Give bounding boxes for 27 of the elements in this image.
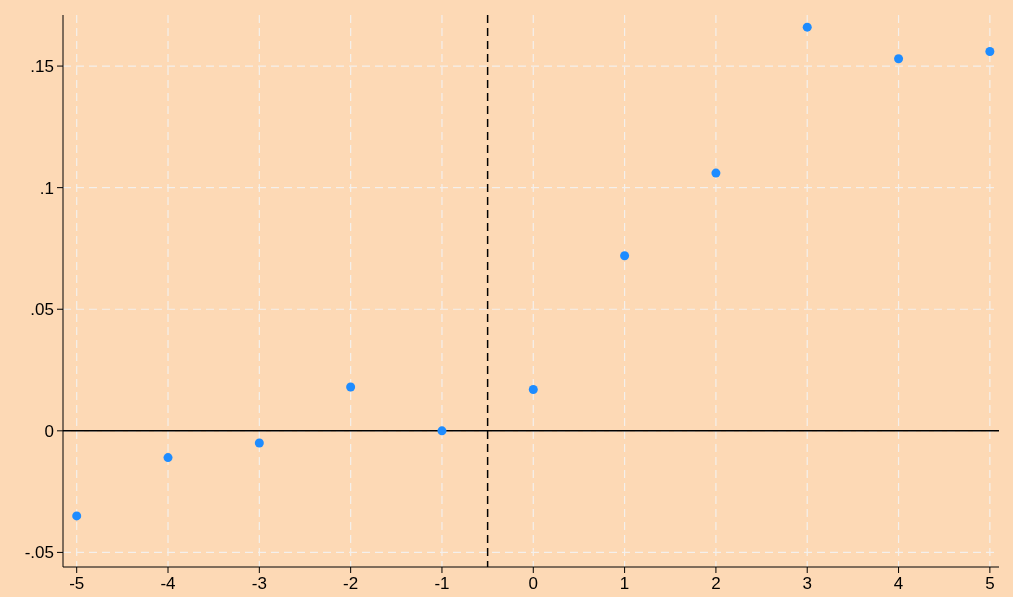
x-tick-label: -3 bbox=[251, 574, 267, 593]
point bbox=[163, 453, 173, 463]
point bbox=[985, 46, 995, 56]
x-tick-label: -4 bbox=[160, 574, 176, 593]
y-tick-label: -.05 bbox=[24, 543, 54, 563]
point bbox=[620, 251, 630, 261]
y-tick-label: .1 bbox=[39, 178, 54, 198]
x-tick-label: 5 bbox=[985, 574, 995, 593]
x-tick-label: -1 bbox=[434, 574, 450, 593]
x-tick-label: 4 bbox=[893, 574, 904, 593]
y-tick-label: .05 bbox=[30, 300, 54, 320]
point bbox=[711, 168, 721, 178]
x-tick-label: 3 bbox=[802, 574, 812, 593]
point bbox=[254, 438, 264, 448]
y-tick-label: .15 bbox=[30, 57, 54, 77]
x-tick-label: -5 bbox=[69, 574, 85, 593]
point bbox=[528, 384, 538, 394]
point bbox=[894, 54, 904, 64]
x-tick-label: 2 bbox=[711, 574, 721, 593]
point bbox=[346, 382, 356, 392]
x-tick-label: -2 bbox=[343, 574, 359, 593]
x-tick-label: 1 bbox=[619, 574, 630, 593]
x-tick-label: 0 bbox=[528, 574, 539, 593]
point bbox=[72, 511, 82, 521]
y-tick-label: 0 bbox=[44, 421, 54, 441]
point bbox=[437, 426, 447, 436]
point bbox=[802, 22, 812, 32]
